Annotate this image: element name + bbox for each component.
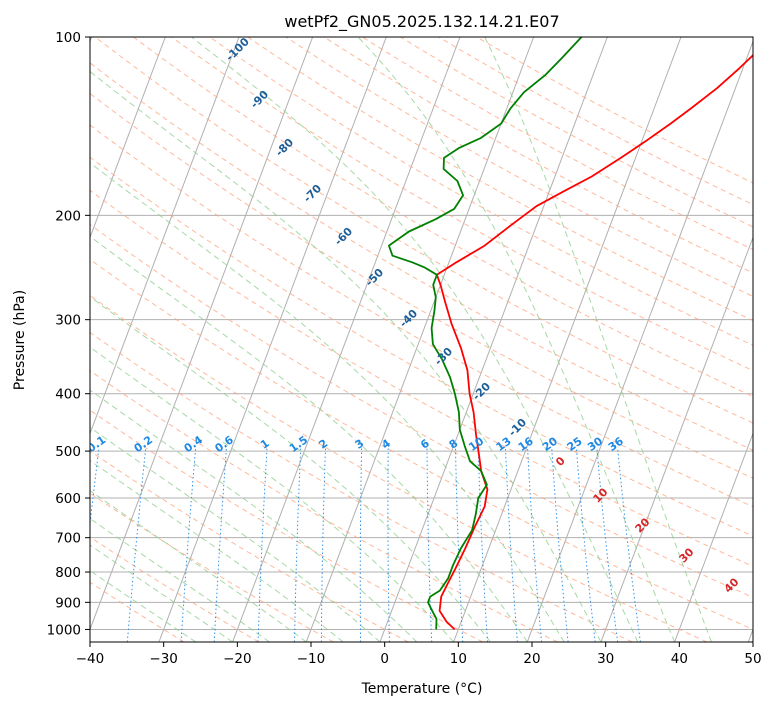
x-tick-label: −20 [223, 651, 252, 667]
y-tick-label: 1000 [47, 622, 81, 638]
x-tick-label: 0 [380, 651, 389, 667]
dry-adiabat-line [90, 258, 753, 630]
dry-adiabat-line [90, 223, 753, 598]
isotherm-line [90, 37, 166, 239]
isotherm-line [90, 37, 314, 631]
moist-adiabat-line [90, 162, 565, 642]
moist-adiabat-line [191, 37, 639, 642]
moist-adiabat-line [90, 70, 602, 642]
dry-adiabat-line [90, 331, 633, 642]
x-tick-label: 50 [744, 651, 761, 667]
y-tick-label: 500 [55, 444, 81, 460]
plot-frame [89, 36, 754, 643]
mixing-ratio-line [387, 448, 390, 642]
dry-adiabat-line [90, 189, 753, 567]
isotherm-line [453, 37, 682, 642]
dry-adiabat-line [90, 156, 753, 537]
dry-adiabat-line [90, 450, 409, 642]
dry-adiabat-line [247, 37, 753, 322]
x-tick-label: −30 [149, 651, 178, 667]
moist-adiabat-line [90, 490, 307, 642]
x-tick-label: 30 [597, 651, 614, 667]
y-tick-label: 300 [55, 313, 81, 329]
mixing-ratio-lines [90, 448, 641, 642]
dry-adiabat-line [90, 92, 753, 479]
moist-adiabat-line [484, 37, 712, 642]
y-tick-label: 700 [55, 531, 81, 547]
x-tick-label: 10 [450, 651, 467, 667]
x-axis-ticks: −40 −30 −20 −10 0 10 20 30 40 50 [76, 642, 762, 667]
moist-adiabat-line [90, 459, 344, 642]
moist-adiabat-lines [90, 37, 712, 642]
dry-adiabat-line [171, 37, 753, 372]
dry-adiabat-lines [90, 37, 753, 642]
series-line [388, 37, 583, 630]
x-tick-label: 20 [523, 651, 540, 667]
y-tick-label: 600 [55, 491, 81, 507]
moist-adiabat-line [90, 235, 528, 642]
x-axis-label: Temperature (°C) [361, 681, 483, 697]
dry-adiabat-line [90, 409, 484, 642]
moist-adiabat-line [90, 389, 418, 642]
y-tick-label: 800 [55, 565, 81, 581]
chart-title: wetPf2_GN05.2025.132.14.21.E07 [284, 12, 559, 32]
y-tick-label: 100 [55, 30, 81, 46]
profile-series [388, 37, 753, 631]
y-axis-ticks: 100 200 300 400 500 600 700 800 900 1000 [47, 30, 90, 638]
isotherm-line [158, 37, 387, 642]
isotherm-lines [90, 37, 753, 642]
dry-adiabat-line [90, 536, 260, 642]
x-tick-label: −40 [76, 651, 105, 667]
x-tick-label: 40 [671, 651, 688, 667]
isotherm-line [232, 37, 461, 642]
moist-adiabat-line [357, 37, 676, 642]
isotherm-line [305, 37, 535, 642]
isotherm-line [526, 39, 753, 642]
moist-adiabat-line [90, 426, 381, 642]
isotherm-line [90, 37, 240, 435]
y-tick-label: 200 [55, 208, 81, 224]
mixing-ratio-line [359, 448, 363, 642]
series-line [436, 53, 753, 631]
y-axis-label: Pressure (hPa) [12, 290, 28, 390]
mixing-ratio-line [320, 448, 326, 642]
dry-adiabat-line [90, 492, 334, 642]
isotherm-line [600, 236, 753, 642]
moist-adiabat-line [90, 296, 491, 642]
y-tick-label: 400 [55, 387, 81, 403]
y-tick-label: 900 [55, 595, 81, 611]
dry-adiabat-line [94, 37, 753, 424]
dry-adiabat-line [90, 294, 708, 642]
dry-adiabat-line [90, 370, 558, 642]
x-tick-label: −10 [297, 651, 326, 667]
isotherm-line [379, 37, 608, 642]
isotherm-line [674, 432, 753, 642]
